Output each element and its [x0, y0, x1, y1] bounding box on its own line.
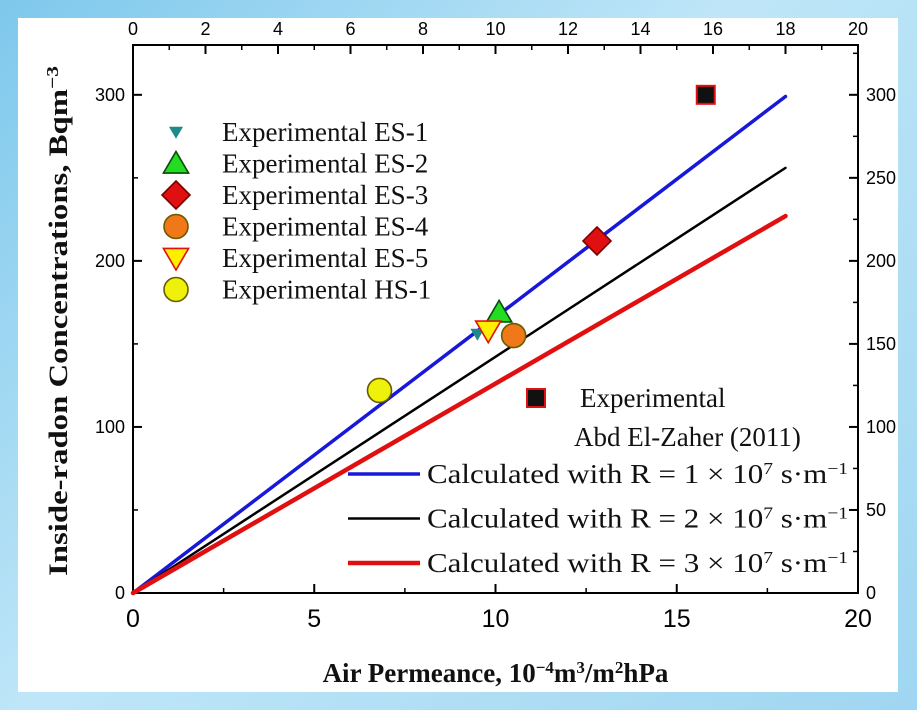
right-tick-label: 50 — [866, 500, 886, 520]
y-axis-title: Inside-radon Concentrations, Bqm−3 — [43, 66, 74, 576]
annotation-literature-line2: Abd El-Zaher (2011) — [574, 422, 801, 452]
data-point-series-4 — [500, 322, 527, 349]
x-tick-label: 10 — [482, 605, 510, 633]
legend-entry-6: Experimental HS-1 — [222, 275, 431, 305]
x-tick-label: 0 — [126, 605, 140, 633]
data-point-series-1 — [470, 328, 485, 341]
legend-marker-6 — [163, 276, 189, 303]
top-tick-label: 10 — [485, 19, 505, 39]
legend-marker-1 — [169, 126, 183, 139]
line-legend-label-3: Calculated with R = 3 × 10 7 s·m −1 — [427, 548, 848, 579]
x-tick-label: 15 — [663, 605, 691, 633]
right-tick-label: 250 — [866, 168, 896, 188]
data-point-series-6 — [366, 377, 393, 404]
legend-marker-4 — [163, 213, 189, 240]
x-tick-label: 5 — [307, 605, 321, 633]
data-points-group — [366, 84, 716, 404]
calculated-line-3 — [130, 213, 788, 596]
right-tick-label: 200 — [866, 251, 896, 271]
y-tick-label: 300 — [95, 85, 125, 105]
legend-entry-2: Experimental ES-2 — [222, 149, 428, 179]
line-legend-label-2: Calculated with R = 2 × 10 7 s·m −1 — [427, 503, 848, 534]
annotation-literature-line1: Experimental — [580, 383, 725, 413]
top-tick-label: 2 — [200, 19, 210, 39]
data-point-series-3 — [581, 225, 613, 257]
data-point-series-5 — [474, 320, 503, 345]
data-point-series-7 — [695, 84, 716, 105]
legend-marker-2 — [162, 149, 190, 174]
right-tick-label: 0 — [866, 583, 876, 603]
legend-entry-5: Experimental ES-5 — [222, 243, 428, 273]
top-tick-label: 16 — [703, 19, 723, 39]
top-tick-label: 12 — [558, 19, 578, 39]
y-tick-label: 200 — [95, 251, 125, 271]
chart-frame — [18, 18, 898, 692]
top-tick-label: 0 — [128, 19, 138, 39]
calculated-line-2 — [131, 166, 787, 595]
legend-entry-1: Experimental ES-1 — [222, 117, 428, 147]
y-tick-label: 100 — [95, 417, 125, 437]
legend-marker-3 — [160, 179, 192, 211]
top-tick-label: 14 — [630, 19, 650, 39]
top-tick-label: 20 — [848, 19, 868, 39]
right-tick-label: 150 — [866, 334, 896, 354]
y-tick-label: 0 — [115, 583, 125, 603]
line-legend-label-1: Calculated with R = 1 × 10 7 s·m −1 — [427, 459, 848, 490]
axis-titles-group: Air Permeance, 10−4m3/m2hPa Inside-radon … — [43, 66, 669, 688]
top-tick-label: 8 — [418, 19, 428, 39]
x-axis-title: Air Permeance, 10−4m3/m2hPa — [323, 658, 669, 689]
top-tick-label: 4 — [273, 19, 283, 39]
calculated-line-1 — [131, 94, 788, 595]
calculated-lines-group — [130, 94, 788, 596]
annotations-group: Experimental Abd El-Zaher (2011) Calculate… — [348, 383, 848, 578]
right-tick-label: 300 — [866, 85, 896, 105]
annotation-marker-literature — [526, 388, 546, 408]
legend-marker-5 — [162, 247, 190, 272]
top-tick-label: 6 — [345, 19, 355, 39]
top-tick-label: 18 — [775, 19, 795, 39]
legend-entry-4: Experimental ES-4 — [222, 212, 429, 242]
right-tick-label: 100 — [866, 417, 896, 437]
x-tick-label: 20 — [844, 605, 872, 633]
legend-entry-3: Experimental ES-3 — [222, 180, 428, 210]
data-point-series-2 — [485, 298, 514, 323]
